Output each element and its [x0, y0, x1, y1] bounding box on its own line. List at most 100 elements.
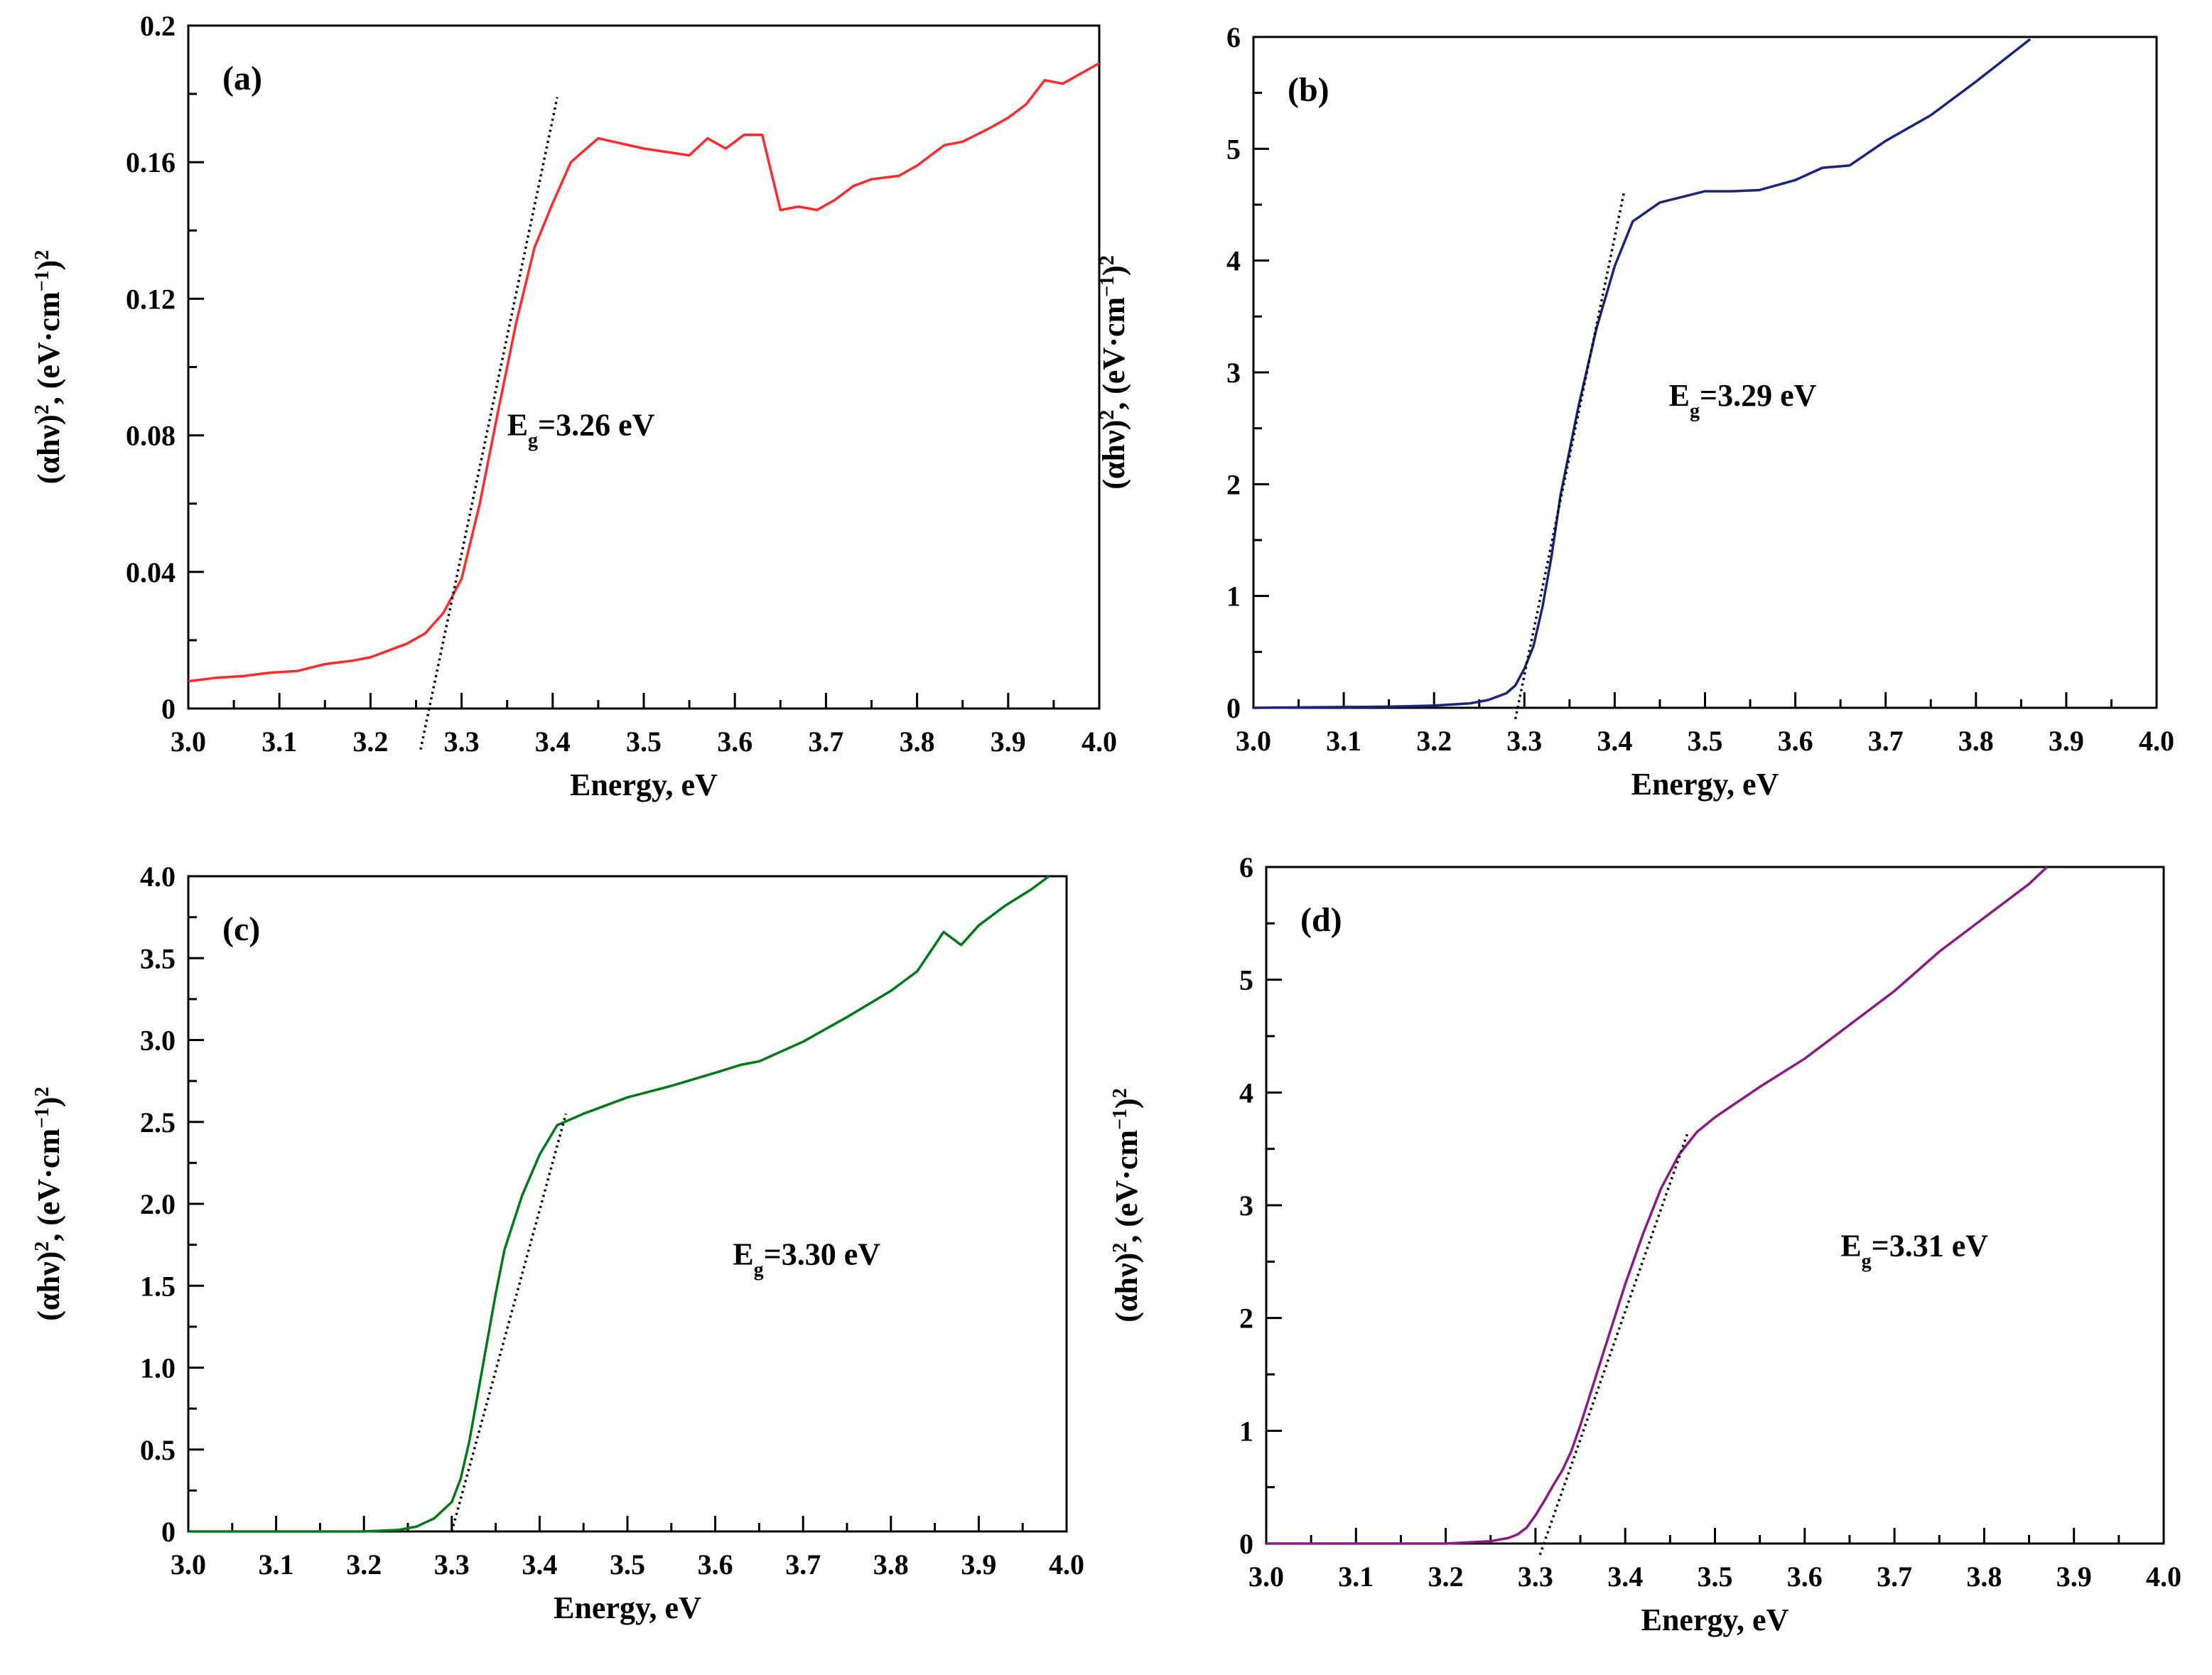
y-tick-label: 0.12 — [126, 283, 176, 315]
y-axis-title-part: , (eV·cm — [1109, 1130, 1144, 1243]
x-tick-label: 4.0 — [2146, 1561, 2181, 1593]
y-tick-label: 0 — [1226, 692, 1241, 724]
y-tick-label: 0 — [161, 1516, 176, 1548]
x-tick-label: 3.3 — [444, 726, 480, 758]
y-axis-title-part: (αhν) — [31, 414, 66, 484]
annotation-value: =3.31 eV — [1872, 1228, 1989, 1263]
x-tick-label: 3.1 — [1338, 1561, 1374, 1593]
y-tick-label: 4.0 — [140, 861, 176, 893]
annotation-e: E — [733, 1237, 753, 1271]
x-tick-label: 4.0 — [1049, 1549, 1084, 1580]
y-axis-title-part: ) — [31, 1097, 66, 1107]
series-line — [1253, 38, 2032, 709]
y-axis-title-superscript: 2 — [1109, 1243, 1131, 1253]
tangent-line — [419, 97, 559, 750]
y-tick-label: 6 — [1239, 851, 1253, 883]
x-tick-label: 3.4 — [1597, 725, 1632, 757]
y-tick-label: 3 — [1226, 357, 1241, 389]
y-tick-label: 2 — [1226, 468, 1241, 500]
x-tick-label: 3.5 — [1688, 725, 1723, 757]
tangent-line — [1514, 193, 1625, 720]
y-axis-title-part: (αhν) — [31, 1251, 66, 1321]
y-tick-label: 5 — [1226, 133, 1241, 165]
panel-label: (d) — [1300, 901, 1342, 939]
x-tick-label: 3.1 — [259, 1549, 294, 1580]
y-tick-label: 2.0 — [140, 1188, 176, 1220]
x-tick-label: 3.9 — [961, 1549, 996, 1580]
tangent-line — [1538, 1131, 1690, 1556]
x-tick-label: 3.3 — [434, 1549, 470, 1580]
panel-label: (a) — [222, 60, 262, 97]
y-axis-title: (αhν)2, (eV·cm−1)2 — [31, 250, 67, 484]
x-tick-label: 3.2 — [346, 1549, 382, 1580]
y-axis-title-superscript: 2 — [1096, 255, 1118, 265]
y-axis-title-part: , (eV·cm — [1096, 297, 1131, 410]
annotation-e: E — [1840, 1228, 1861, 1263]
y-axis-title-superscript: −1 — [1109, 1109, 1131, 1130]
y-axis-title-part: , (eV·cm — [31, 291, 66, 404]
y-axis-title: (αhν)2, (eV·cm−1)2 — [1109, 1088, 1145, 1322]
x-tick-label: 3.0 — [171, 1549, 206, 1580]
x-tick-label: 3.5 — [610, 1549, 645, 1580]
y-axis-title-superscript: 2 — [1109, 1088, 1131, 1098]
y-tick-label: 5 — [1239, 964, 1253, 996]
y-axis-title-part: ) — [31, 260, 66, 271]
y-tick-label: 3 — [1239, 1190, 1253, 1222]
y-axis-title-superscript: 2 — [31, 250, 53, 260]
y-tick-label: 0 — [161, 693, 176, 725]
y-tick-label: 0.5 — [140, 1434, 176, 1466]
y-tick-label: 1.0 — [140, 1352, 176, 1384]
y-tick-label: 4 — [1226, 245, 1241, 277]
y-axis-title-part: ) — [1109, 1098, 1144, 1109]
y-tick-label: 2.5 — [140, 1106, 176, 1138]
annotation-e: E — [1669, 378, 1690, 413]
band-gap-annotation: Eg=3.29 eV — [1669, 378, 1817, 422]
x-tick-label: 3.9 — [991, 726, 1026, 758]
y-axis-title-superscript: 2 — [1096, 410, 1118, 420]
annotation-value: =3.26 eV — [538, 408, 655, 443]
y-axis-title-superscript: −1 — [31, 270, 53, 291]
x-tick-label: 3.7 — [1877, 1561, 1912, 1593]
series-line — [188, 62, 1100, 683]
x-tick-label: 3.8 — [900, 726, 935, 758]
x-tick-label: 3.3 — [1506, 725, 1542, 757]
plot-frame — [1265, 866, 2165, 1545]
y-tick-label: 3.5 — [140, 942, 176, 974]
band-gap-annotation: Eg=3.30 eV — [733, 1237, 880, 1281]
x-tick-label: 3.3 — [1518, 1561, 1553, 1593]
y-tick-label: 1 — [1226, 581, 1241, 613]
y-axis-title: (αhν)2, (eV·cm−1)2 — [1096, 255, 1132, 489]
y-axis-title-superscript: 2 — [31, 1242, 53, 1251]
y-tick-label: 6 — [1226, 21, 1241, 53]
annotation-subscript: g — [754, 1259, 764, 1281]
series-line — [188, 875, 1050, 1533]
x-tick-label: 3.1 — [1326, 725, 1361, 757]
panel-label: (c) — [222, 910, 260, 948]
annotation-e: E — [507, 408, 528, 443]
x-tick-label: 3.6 — [717, 726, 752, 758]
y-axis-title-superscript: −1 — [31, 1107, 53, 1129]
plot-frame — [187, 875, 1068, 1533]
y-tick-label: 2 — [1239, 1303, 1253, 1335]
x-tick-label: 4.0 — [1081, 726, 1117, 758]
y-tick-label: 0.08 — [126, 420, 176, 452]
x-tick-label: 3.6 — [698, 1549, 733, 1580]
annotation-subscript: g — [528, 429, 538, 451]
panel-label: (b) — [1288, 71, 1329, 109]
y-tick-label: 0.04 — [126, 556, 176, 588]
x-tick-label: 3.2 — [1416, 725, 1452, 757]
x-tick-label: 3.5 — [626, 726, 662, 758]
x-tick-label: 4.0 — [2139, 725, 2174, 757]
y-axis-title: (αhν)2, (eV·cm−1)2 — [31, 1087, 67, 1320]
band-gap-annotation: Eg=3.26 eV — [507, 408, 655, 452]
x-tick-label: 3.4 — [522, 1549, 557, 1580]
series-line — [1266, 866, 2049, 1545]
x-tick-label: 3.7 — [1868, 725, 1904, 757]
x-tick-label: 3.1 — [261, 726, 297, 758]
x-tick-label: 3.4 — [1607, 1561, 1643, 1593]
x-tick-label: 3.7 — [808, 726, 843, 758]
panel-c: 3.0 3.1 3.2 3.3 3.4 3.5 3.6 3.7 3.8 3.9 4.0 0 0.5 1.0… — [31, 861, 1085, 1625]
y-axis-title-part: , (eV·cm — [31, 1129, 66, 1242]
annotation-subscript: g — [1690, 400, 1700, 422]
y-axis-title-superscript: −1 — [1096, 276, 1118, 297]
